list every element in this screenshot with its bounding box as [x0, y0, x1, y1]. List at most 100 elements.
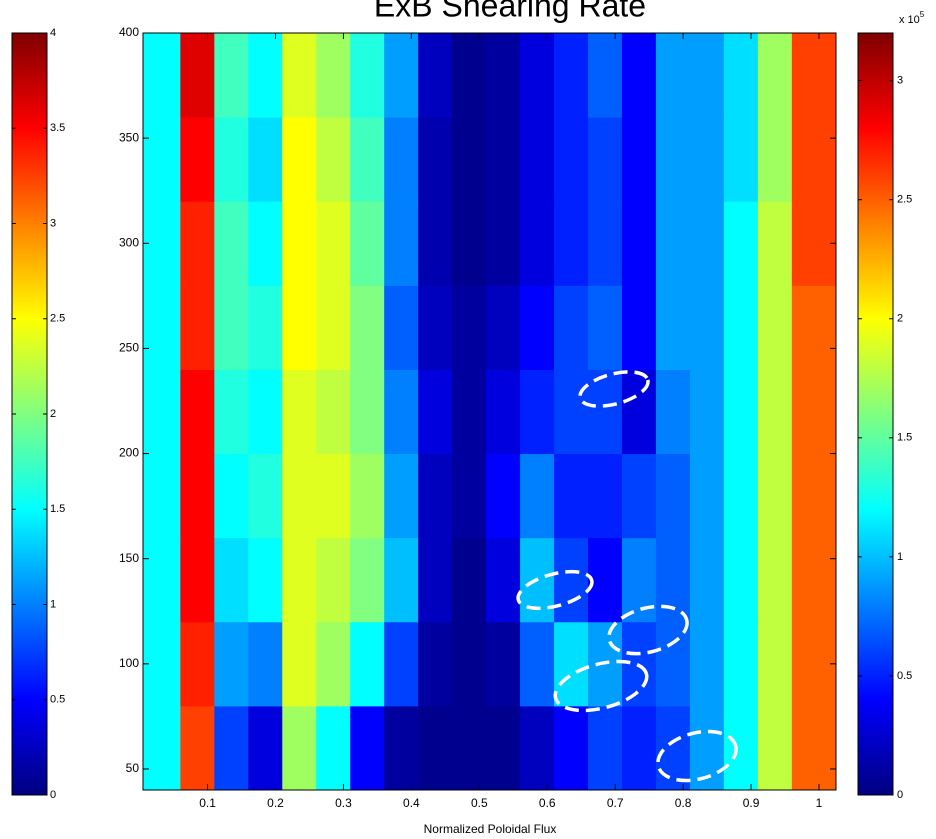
heatmap-cell: [621, 453, 657, 539]
heatmap-cell: [350, 705, 385, 791]
heatmap-cell: [143, 201, 181, 286]
heatmap-cell: [384, 537, 419, 623]
annotations: [516, 370, 738, 783]
heatmap-cell: [180, 537, 215, 623]
heatmap-cell: [723, 705, 759, 791]
y-tick-label: 300: [119, 235, 139, 249]
heatmap-cell: [791, 285, 837, 370]
heatmap-cell: [621, 201, 657, 286]
heatmap-cell: [282, 117, 317, 202]
heatmap-cell: [316, 285, 351, 370]
heatmap-cell: [418, 453, 453, 539]
heatmap-cell: [655, 201, 691, 286]
heatmap-cell: [180, 201, 215, 286]
heatmap-cell: [418, 117, 453, 202]
colorbar-right: [857, 32, 894, 796]
heatmap-cell: [214, 117, 249, 202]
heatmap-cell: [486, 705, 521, 791]
heatmap-cell: [588, 705, 623, 791]
heatmap-cell: [723, 117, 759, 202]
heatmap-cell: [723, 33, 759, 118]
heatmap-cell: [791, 621, 837, 707]
colorbar-tick-label: 0: [50, 789, 56, 801]
heatmap-cell: [689, 369, 725, 455]
heatmap-cell: [520, 285, 555, 370]
heatmap-cell: [554, 201, 589, 286]
heatmap-cell: [143, 453, 181, 539]
heatmap-cell: [350, 453, 385, 539]
heatmap-cell: [248, 705, 283, 791]
heatmap-cell: [143, 621, 181, 707]
heatmap-cell: [588, 117, 623, 202]
heatmap-cell: [214, 621, 249, 707]
heatmap-cell: [452, 201, 487, 286]
heatmap-cell: [520, 117, 555, 202]
heatmap-cell: [723, 201, 759, 286]
colorbar-tick-label: 0.5: [50, 694, 65, 706]
heatmap-cell: [655, 285, 691, 370]
heatmap-cell: [554, 621, 589, 707]
heatmap-cell: [520, 201, 555, 286]
heatmap-cell: [418, 705, 453, 791]
colorbar-tick-label: 1.5: [50, 503, 65, 515]
heatmap-cell: [757, 117, 793, 202]
colorbar-tick-label: 3.5: [50, 122, 65, 134]
annotation-ellipse: [553, 659, 649, 713]
heatmap-cell: [248, 117, 283, 202]
heatmap-cell: [214, 453, 249, 539]
heatmap-cell: [316, 369, 351, 455]
heatmap-cell: [180, 285, 215, 370]
heatmap-cell: [316, 201, 351, 286]
heatmap-cell: [282, 369, 317, 455]
colorbar-tick-label: 0: [897, 789, 903, 801]
heatmap-cell: [143, 117, 181, 202]
x-tick-label: 0.8: [675, 796, 692, 810]
heatmap-cell: [143, 33, 181, 118]
heatmap-cell: [723, 453, 759, 539]
heatmap-cell: [384, 705, 419, 791]
heatmap-cell: [180, 621, 215, 707]
heatmap-cell: [621, 33, 657, 118]
heatmap-cell: [350, 285, 385, 370]
colorbar-scale: x 105: [899, 10, 925, 26]
heatmap: [143, 33, 837, 791]
heatmap-cell: [757, 705, 793, 791]
heatmap-cell: [554, 33, 589, 118]
heatmap-cell: [418, 201, 453, 286]
heatmap-cell: [452, 621, 487, 707]
heatmap-cell: [214, 285, 249, 370]
heatmap-cell: [452, 369, 487, 455]
heatmap-cell: [214, 705, 249, 791]
heatmap-cell: [316, 33, 351, 118]
heatmap-cell: [486, 201, 521, 286]
heatmap-cell: [689, 33, 725, 118]
heatmap-cell: [520, 369, 555, 455]
heatmap-cell: [588, 453, 623, 539]
heatmap-cell: [520, 705, 555, 791]
heatmap-cell: [791, 201, 837, 286]
heatmap-cell: [248, 33, 283, 118]
heatmap-cell: [452, 453, 487, 539]
heatmap-cell: [282, 537, 317, 623]
heatmap-cell: [452, 117, 487, 202]
heatmap-cell: [248, 285, 283, 370]
heatmap-cell: [655, 117, 691, 202]
heatmap-cell: [418, 369, 453, 455]
heatmap-cell: [384, 621, 419, 707]
colorbar-tick-label: 2: [50, 408, 56, 420]
heatmap-cell: [143, 705, 181, 791]
annotation-ellipse: [607, 604, 689, 656]
x-tick-label: 0.7: [607, 796, 624, 810]
heatmap-cell: [282, 201, 317, 286]
colorbar-tick-label: 4: [50, 27, 56, 39]
heatmap-cell: [621, 705, 657, 791]
heatmap-cell: [143, 285, 181, 370]
heatmap-cell: [588, 201, 623, 286]
x-tick-label: 0.2: [267, 796, 284, 810]
heatmap-cell: [350, 117, 385, 202]
heatmap-cell: [791, 369, 837, 455]
heatmap-cell: [384, 453, 419, 539]
heatmap-cell: [621, 117, 657, 202]
heatmap-cell: [655, 453, 691, 539]
